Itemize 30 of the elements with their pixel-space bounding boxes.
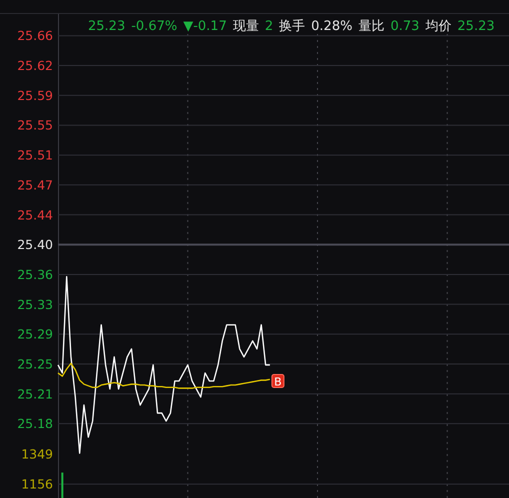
annotation: B — [274, 375, 282, 388]
y-tick-label: 25.62 — [17, 58, 53, 74]
annotation: ▼-0.17 — [183, 19, 227, 34]
y-tick-label: 25.21 — [17, 386, 53, 402]
y-tick-label: 25.18 — [17, 416, 54, 432]
annotation: 均价 — [424, 19, 452, 34]
annotation: 25.23 — [457, 19, 495, 34]
annotation: 2 — [264, 19, 274, 34]
y-tick-label: 25.47 — [17, 177, 53, 192]
line-series — [57, 362, 271, 389]
annotation: -0.67% — [131, 19, 178, 34]
annotation: 0.73 — [390, 19, 420, 34]
y-tick-label: 1156 — [21, 476, 54, 492]
line-series — [57, 276, 271, 454]
y-tick-label: 25.59 — [17, 88, 54, 103]
y-tick-label: 25.66 — [17, 28, 54, 44]
y-tick-label: 1349 — [21, 446, 54, 462]
y-tick-label: 25.40 — [17, 237, 54, 252]
y-tick-label: 25.44 — [17, 207, 54, 222]
y-tick-label: 25.25 — [17, 356, 53, 372]
y-tick-label: 25.33 — [17, 296, 53, 312]
annotation: 0.28% — [311, 19, 352, 34]
y-tick-label: 25.55 — [17, 118, 53, 133]
y-tick-label: 25.36 — [17, 266, 54, 282]
y-tick-label: 25.51 — [17, 148, 53, 163]
annotation: 量比 — [358, 19, 384, 34]
annotation: 25.23 — [88, 19, 126, 34]
y-tick-label: 25.29 — [17, 326, 54, 342]
annotation: 换手 — [279, 19, 306, 34]
annotation: 现量 — [232, 19, 259, 34]
